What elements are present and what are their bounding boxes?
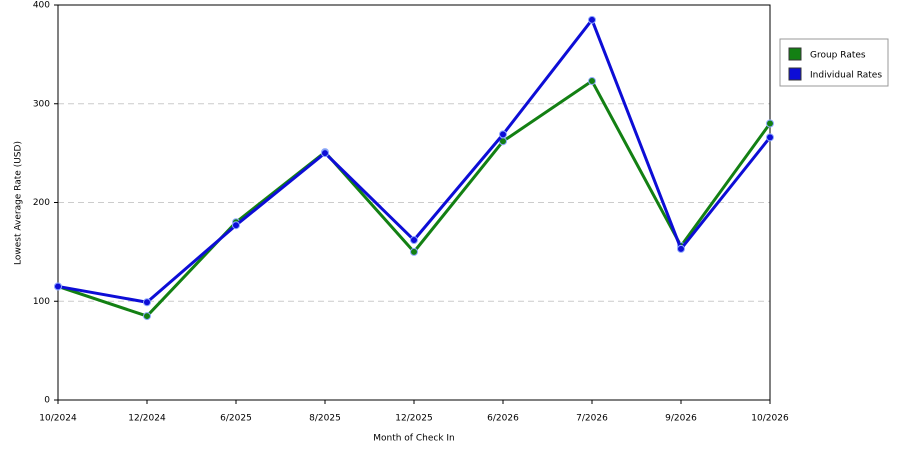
legend-label: Group Rates — [810, 51, 866, 61]
x-tick-label: 7/2026 — [576, 414, 608, 424]
series-line — [57, 18, 772, 304]
y-tick-label: 100 — [33, 297, 50, 307]
data-point — [677, 244, 685, 253]
y-axis-label: Lowest Average Rate (USD) — [14, 141, 24, 265]
data-point — [499, 130, 507, 139]
data-point — [588, 15, 596, 24]
data-point — [766, 133, 774, 142]
x-tick-label: 12/2025 — [395, 414, 432, 424]
data-point — [410, 247, 418, 256]
x-tick-label: 10/2026 — [751, 414, 789, 424]
x-tick-label: 10/2024 — [39, 414, 77, 424]
legend-label: Individual Rates — [810, 71, 882, 81]
data-point — [321, 149, 329, 158]
data-point — [143, 298, 151, 307]
x-tick-label: 6/2026 — [487, 414, 519, 424]
data-point — [143, 312, 151, 321]
y-tick-label: 0 — [44, 396, 50, 406]
x-tick-label: 9/2026 — [665, 414, 697, 424]
data-point — [54, 282, 62, 291]
y-tick-label: 400 — [33, 1, 50, 11]
data-point — [588, 77, 596, 86]
x-tick-label: 6/2025 — [220, 414, 252, 424]
series-line — [57, 79, 772, 318]
data-point — [232, 221, 240, 230]
x-tick-label: 12/2024 — [128, 414, 166, 424]
data-point — [766, 119, 774, 128]
x-axis-label: Month of Check In — [373, 434, 455, 444]
legend-swatch — [788, 47, 802, 61]
y-tick-label: 200 — [33, 198, 50, 208]
legend-swatch — [788, 67, 802, 81]
data-point — [410, 236, 418, 245]
y-tick-label: 300 — [33, 99, 50, 109]
x-tick-label: 8/2025 — [309, 414, 341, 424]
